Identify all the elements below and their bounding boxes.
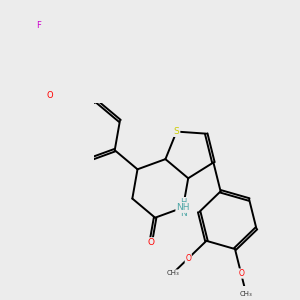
Text: F: F [36,21,41,30]
Text: N: N [180,209,186,218]
Text: S: S [174,127,179,136]
Text: N: N [180,203,186,212]
Text: O: O [185,254,191,263]
Text: CH₃: CH₃ [240,291,253,297]
Text: O: O [46,91,53,100]
Text: NH: NH [176,203,190,212]
Text: H: H [180,198,186,207]
Text: H: H [180,203,186,212]
Text: CH₃: CH₃ [167,270,180,276]
Text: O: O [147,238,154,247]
Text: O: O [238,269,244,278]
